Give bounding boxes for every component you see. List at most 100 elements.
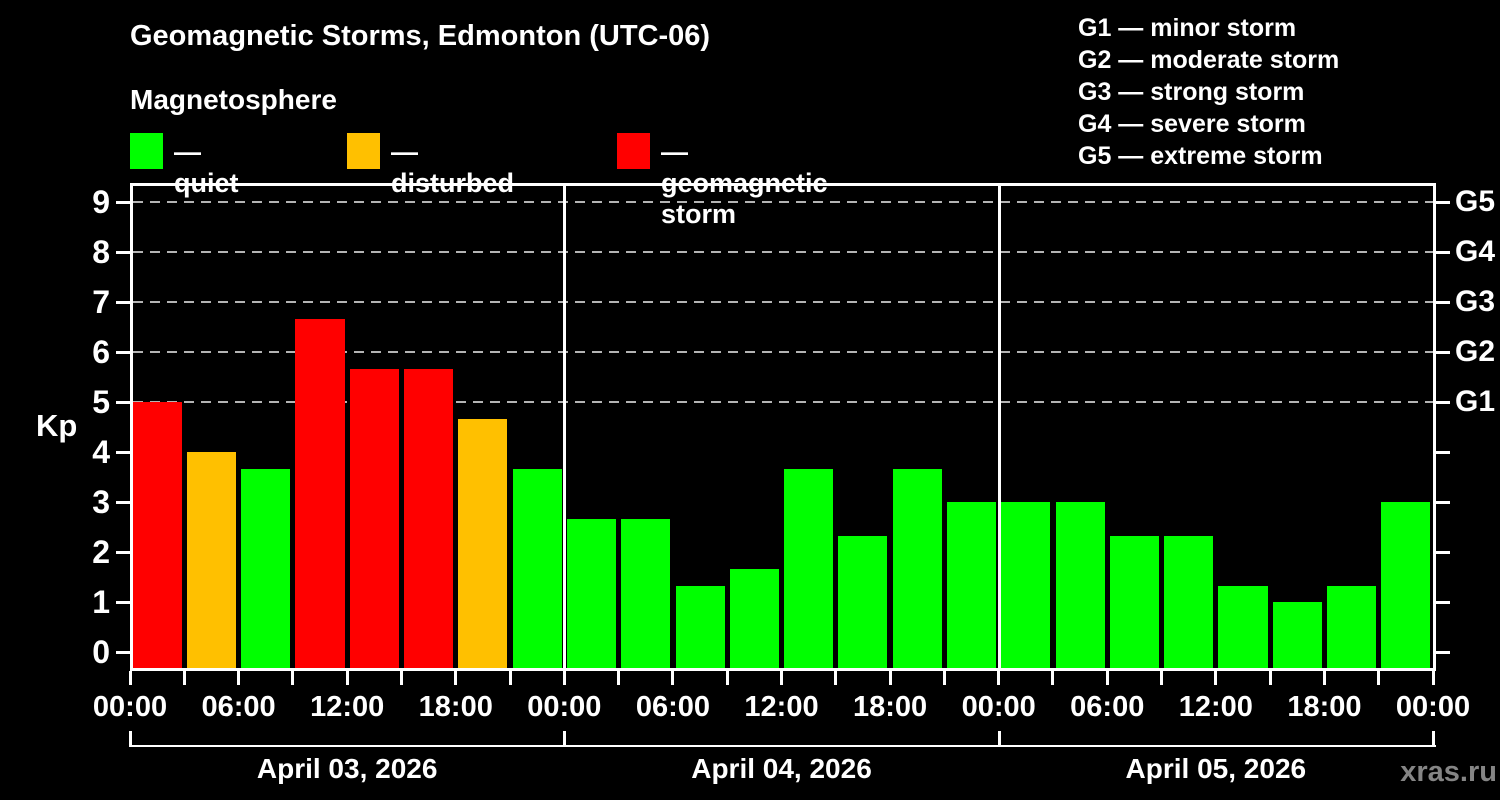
y-tick-label: 5	[92, 384, 110, 420]
x-tick	[345, 671, 349, 685]
y-tick-label: 7	[92, 284, 110, 320]
g-level-label: G3	[1455, 285, 1496, 318]
gridline-kp7	[133, 301, 1433, 303]
kp-bar	[186, 452, 236, 668]
x-tick	[1268, 671, 1272, 685]
x-tick	[454, 671, 458, 685]
x-tick-label: 06:00	[635, 691, 710, 723]
x-tick-label: 18:00	[1287, 691, 1362, 723]
y-tick-label: 3	[92, 484, 110, 520]
kp-bar	[458, 418, 508, 668]
x-tick	[237, 671, 241, 685]
x-tick	[1431, 671, 1435, 685]
x-tick	[128, 671, 132, 685]
y-tick-right	[1436, 350, 1450, 354]
y-tick-right	[1436, 600, 1450, 604]
kp-bar	[1381, 502, 1431, 668]
x-tick-label: 12:00	[1178, 691, 1253, 723]
kp-bar	[1272, 602, 1322, 668]
g-level-label: G1	[1455, 385, 1496, 418]
y-tick-right	[1436, 250, 1450, 254]
day-separator	[997, 183, 1001, 668]
x-tick-label: 12:00	[310, 691, 385, 723]
y-tick-right	[1436, 500, 1450, 504]
y-tick-label: 6	[92, 334, 110, 370]
y-tick	[116, 500, 130, 504]
y-tick	[116, 400, 130, 404]
x-tick-label: 18:00	[852, 691, 928, 723]
y-tick-label: 9	[92, 184, 110, 220]
date-label: April 03, 2026	[256, 753, 438, 784]
plot-border-left	[130, 183, 133, 671]
y-tick-label: 8	[92, 234, 110, 270]
kp-bar	[838, 535, 888, 668]
kp-bar	[1109, 535, 1159, 668]
x-tick	[1214, 671, 1218, 685]
g-level-label: G2	[1455, 335, 1496, 368]
gscale-legend: G1 — minor storm G2 — moderate storm G3 — …	[1078, 12, 1339, 172]
x-tick	[1051, 671, 1055, 685]
gscale-legend-line: G1 — minor storm	[1078, 14, 1297, 42]
x-tick	[671, 671, 675, 685]
y-tick	[116, 600, 130, 604]
y-tick-label: 0	[92, 634, 110, 670]
x-tick	[508, 671, 512, 685]
kp-bar	[1218, 585, 1268, 668]
kp-bar	[404, 368, 454, 668]
x-tick	[562, 671, 566, 685]
x-tick	[1105, 671, 1109, 685]
legend-swatch-quiet	[130, 133, 163, 169]
x-tick-label: 00:00	[92, 691, 168, 723]
kp-bar	[1327, 585, 1377, 668]
gscale-legend-line: G2 — moderate storm	[1078, 46, 1340, 74]
kp-bar	[1055, 502, 1105, 668]
gscale-legend-line: G3 — strong storm	[1078, 78, 1305, 106]
kp-bar	[512, 468, 562, 668]
kp-bar	[675, 585, 725, 668]
kp-bar	[241, 468, 291, 668]
legend-swatch-disturbed	[347, 133, 380, 169]
x-tick	[1160, 671, 1164, 685]
date-bracket-tick	[1432, 731, 1435, 747]
y-tick-right	[1436, 650, 1450, 654]
x-tick-label: 00:00	[527, 691, 602, 723]
kp-bar	[132, 402, 182, 668]
kp-bar	[621, 518, 671, 668]
legend-label-disturbed: — disturbed	[391, 137, 515, 198]
x-tick-label: 00:00	[961, 691, 1036, 723]
y-tick	[116, 200, 130, 204]
gridline-kp9	[133, 201, 1433, 203]
x-tick-label: 06:00	[1070, 691, 1145, 723]
y-tick-right	[1436, 200, 1450, 204]
x-tick	[291, 671, 295, 685]
kp-bar	[784, 468, 834, 668]
kp-bar	[946, 502, 997, 668]
date-bracket-tick	[563, 731, 567, 747]
kp-bar	[729, 568, 779, 668]
x-tick-label: 12:00	[744, 691, 819, 723]
gridline-kp8	[133, 251, 1433, 253]
x-tick	[399, 671, 403, 685]
x-tick	[997, 671, 1001, 685]
chart-title: Geomagnetic Storms, Edmonton (UTC-06)	[130, 20, 711, 52]
x-tick	[725, 671, 729, 685]
y-tick	[116, 450, 130, 454]
x-tick	[942, 671, 946, 685]
gridline-kp5	[133, 401, 1433, 403]
kp-bar	[1164, 535, 1214, 668]
x-tick	[182, 671, 186, 685]
plot-border-top	[130, 183, 1436, 186]
y-tick	[116, 650, 130, 654]
kp-bar	[892, 468, 942, 668]
y-tick-label: 2	[92, 534, 110, 570]
y-tick-label: 4	[92, 434, 110, 470]
y-tick-label: 1	[92, 584, 110, 620]
y-tick	[116, 250, 130, 254]
x-tick	[834, 671, 838, 685]
x-tick-label: 18:00	[418, 691, 493, 723]
y-tick	[116, 350, 130, 354]
day-separator	[563, 183, 567, 668]
x-tick-label: 00:00	[1395, 691, 1471, 723]
legend-swatch-storm	[617, 133, 650, 169]
x-tick	[1322, 671, 1326, 685]
